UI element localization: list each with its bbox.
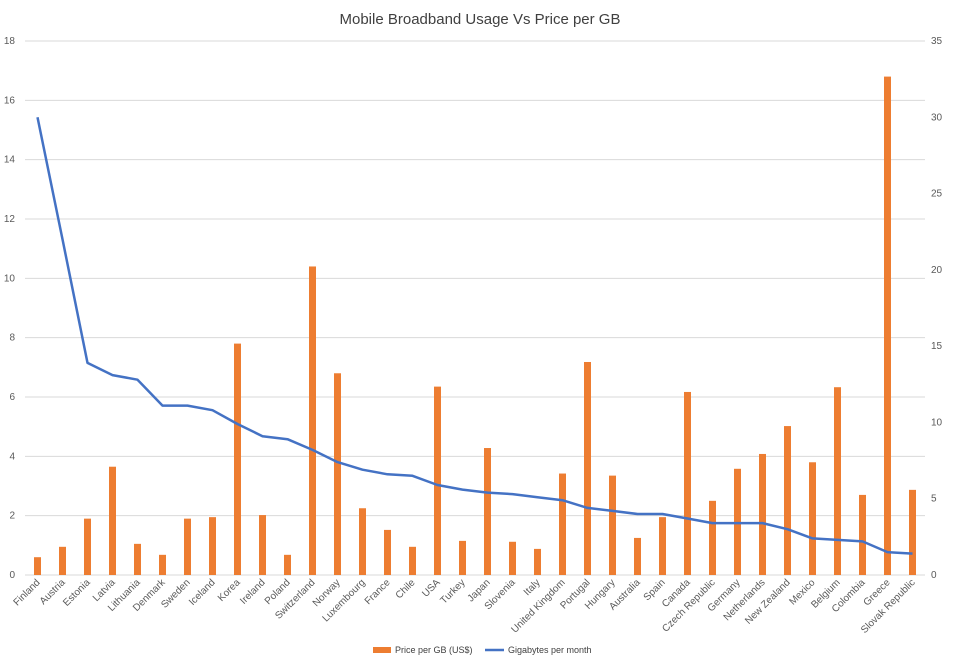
bar-price: [534, 548, 541, 575]
legend-label-price: Price per GB (US$): [395, 645, 473, 655]
y-right-tick-label: 35: [931, 36, 943, 47]
bar-price: [609, 475, 616, 575]
bar-price: [134, 543, 141, 575]
y-right-tick-label: 0: [931, 570, 937, 581]
bar-price: [634, 537, 641, 575]
y-left-tick-label: 12: [4, 214, 16, 225]
bar-price: [284, 554, 291, 575]
y-left-tick-label: 8: [9, 333, 15, 344]
x-tick-label: USA: [420, 577, 443, 600]
y-right-tick-label: 5: [931, 494, 937, 505]
x-tick-label: Turkey: [438, 577, 467, 606]
y-left-tick-label: 16: [4, 95, 16, 106]
y-right-tick-label: 15: [931, 341, 943, 352]
bar-price: [434, 386, 441, 575]
bar-price: [359, 508, 366, 575]
bar-price: [859, 494, 866, 575]
bar-price: [234, 343, 241, 575]
x-tick-label: Ireland: [238, 577, 267, 606]
y-right-tick-label: 10: [931, 417, 943, 428]
x-tick-label: France: [363, 577, 393, 607]
line-gigabytes: [36, 117, 913, 555]
x-tick-label: Finland: [12, 577, 43, 608]
y-left-tick-label: 4: [9, 451, 15, 462]
legend-swatch-price: [373, 647, 391, 653]
bar-price: [34, 557, 41, 575]
y-left-tick-label: 10: [4, 273, 16, 284]
bar-price: [584, 361, 591, 575]
bar-price: [784, 426, 791, 575]
y-left-tick-label: 2: [9, 511, 15, 522]
bar-price: [509, 541, 516, 575]
bar-price: [384, 529, 391, 575]
chart-title: Mobile Broadband Usage Vs Price per GB: [340, 11, 621, 28]
y-right-tick-label: 30: [931, 112, 943, 123]
bar-price: [84, 518, 91, 575]
bar-price: [109, 466, 116, 575]
bar-price: [184, 518, 191, 575]
bar-price: [259, 515, 266, 575]
y-left-tick-label: 0: [9, 570, 15, 581]
legend-label-gigabytes: Gigabytes per month: [508, 645, 592, 655]
bar-price: [684, 391, 691, 575]
legend: Price per GB (US$) Gigabytes per month: [373, 645, 592, 655]
bar-price: [59, 546, 66, 575]
bar-price: [809, 462, 816, 575]
bar-price: [759, 453, 766, 575]
bar-price: [559, 473, 566, 575]
bar-price: [459, 540, 466, 575]
y-right-tick-label: 20: [931, 265, 943, 276]
x-tick-label: Chile: [394, 577, 418, 601]
bar-price: [884, 76, 891, 575]
bar-price: [334, 373, 341, 575]
x-tick-label: Iceland: [187, 577, 218, 608]
x-tick-label: Estonia: [61, 577, 93, 609]
bar-price: [209, 517, 216, 575]
bar-price: [309, 266, 316, 575]
bar-price: [709, 500, 716, 575]
y-left-tick-label: 18: [4, 36, 16, 47]
y-left-tick-label: 14: [4, 155, 16, 166]
bar-price: [909, 489, 916, 575]
bar-price: [159, 554, 166, 575]
y-right-tick-label: 25: [931, 189, 943, 200]
bar-price: [659, 517, 666, 575]
bar-price: [834, 387, 841, 575]
bar-price: [484, 448, 491, 575]
y-left-tick-label: 6: [9, 392, 15, 403]
bar-price: [409, 546, 416, 575]
x-tick-label: Italy: [522, 577, 543, 598]
